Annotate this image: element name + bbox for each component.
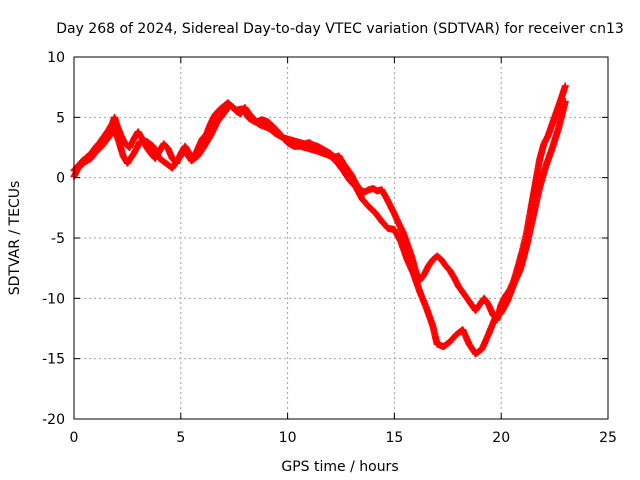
y-tick-label: -10: [42, 291, 65, 307]
x-tick-label: 10: [279, 430, 297, 446]
data-point: [561, 82, 569, 90]
y-axis-label: SDTVAR / TECUs: [7, 181, 23, 296]
data-point: [561, 98, 569, 106]
grid: [74, 57, 608, 419]
y-tick-label: 10: [47, 50, 65, 66]
axis-ticks: 0 5 10 15 20 25 10 5 0 -5 -10 -15 -20: [42, 50, 617, 446]
x-tick-label: 5: [176, 430, 185, 446]
chart-title: Day 268 of 2024, Sidereal Day-to-day VTE…: [56, 21, 624, 37]
y-tick-label: -15: [42, 352, 65, 368]
y-tick-label: -5: [51, 231, 65, 247]
x-tick-label: 15: [385, 430, 403, 446]
data-points: [70, 82, 569, 358]
y-tick-label: -20: [42, 412, 65, 428]
x-tick-label: 0: [70, 430, 79, 446]
x-tick-label: 25: [599, 430, 617, 446]
y-tick-label: 0: [56, 171, 65, 187]
x-axis-label: GPS time / hours: [281, 459, 398, 475]
y-tick-label: 5: [56, 110, 65, 126]
x-tick-label: 20: [492, 430, 510, 446]
